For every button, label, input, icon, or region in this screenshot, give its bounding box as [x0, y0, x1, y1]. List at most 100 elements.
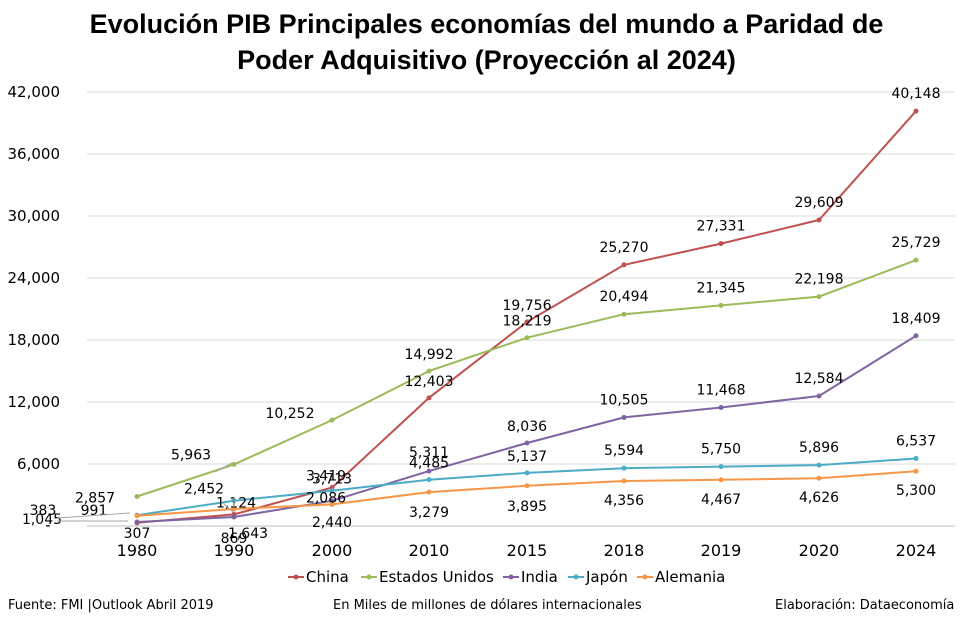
data-label: 5,300	[896, 483, 936, 499]
legend-label: Japón	[585, 568, 628, 586]
data-point	[913, 257, 919, 263]
data-label: 3,895	[507, 499, 547, 515]
data-point	[524, 470, 530, 476]
data-point	[329, 417, 335, 423]
data-label: 4,356	[604, 493, 644, 509]
x-tick-label: 2018	[604, 541, 645, 560]
x-tick-label: 2000	[312, 541, 353, 560]
y-tick-label: 36,000	[8, 145, 61, 163]
label-leader-line	[56, 512, 131, 519]
data-point	[621, 262, 627, 268]
chart-title-line-1: Evolución PIB Principales economías del …	[89, 9, 884, 39]
data-label: 3,713	[312, 472, 352, 488]
y-tick-label: 42,000	[8, 83, 61, 101]
legend-label: China	[306, 568, 349, 586]
data-label: 10,252	[266, 406, 315, 422]
data-label: 3,279	[409, 505, 449, 521]
data-point	[816, 393, 822, 399]
credit-note: Elaboración: Dataeconomía	[775, 598, 955, 613]
data-label: 6,537	[896, 433, 936, 449]
y-tick-label: 12,000	[8, 393, 61, 411]
data-point	[524, 440, 530, 446]
data-point	[718, 477, 724, 483]
data-point	[426, 395, 432, 401]
legend-marker	[366, 574, 372, 580]
data-label: 1,124	[216, 495, 256, 511]
x-tick-label: 2019	[701, 541, 742, 560]
data-point	[426, 468, 432, 474]
data-label: 869	[221, 531, 248, 547]
legend-marker	[508, 574, 514, 580]
data-label: 19,756	[503, 298, 552, 314]
data-point	[913, 108, 919, 114]
data-label: 5,896	[799, 440, 839, 456]
data-point	[426, 368, 432, 374]
y-tick-label: 6,000	[17, 455, 60, 473]
data-label: 307	[124, 526, 151, 542]
data-label: 25,270	[600, 240, 649, 256]
data-point	[329, 501, 335, 507]
data-label: 4,626	[799, 490, 839, 506]
data-point	[816, 462, 822, 468]
data-point	[621, 311, 627, 317]
data-label: 4,485	[409, 456, 449, 472]
source-note: Fuente: FMI |Outlook Abril 2019	[8, 598, 214, 613]
data-label: 20,494	[600, 289, 649, 305]
data-point	[816, 294, 822, 300]
data-labels: 307 1,124 3,713 12,403 19,756 25,270 27,331 29,…	[22, 86, 941, 547]
data-label: 5,750	[701, 442, 741, 458]
data-point	[426, 477, 432, 483]
data-label: 3,419	[306, 469, 346, 485]
data-label: 2,452	[184, 482, 224, 498]
y-tick-label: 24,000	[8, 269, 61, 287]
data-point	[718, 404, 724, 410]
legend-label: Estados Unidos	[379, 568, 494, 586]
data-point	[621, 478, 627, 484]
data-point	[231, 514, 237, 520]
data-point	[329, 488, 335, 494]
data-label: 40,148	[892, 86, 941, 102]
y-tick-label: -	[45, 516, 50, 534]
data-label: 5,963	[171, 447, 211, 463]
data-point	[426, 489, 432, 495]
data-point	[718, 302, 724, 308]
data-point	[134, 493, 140, 499]
data-point	[524, 319, 530, 325]
data-label: 12,584	[795, 371, 844, 387]
data-label: 1,045	[22, 512, 62, 528]
series-lines	[134, 108, 919, 526]
data-label: 25,729	[892, 235, 941, 251]
data-point	[329, 498, 335, 504]
x-tick-label: 1990	[214, 541, 255, 560]
data-label: 10,505	[600, 392, 649, 408]
x-tick-label: 2024	[896, 541, 937, 560]
data-label: 1,643	[228, 526, 268, 542]
chart-title-line-2: Poder Adquisitivo (Proyección al 2024)	[237, 45, 736, 75]
data-label: 18,409	[892, 311, 941, 327]
data-label: 21,345	[697, 280, 746, 296]
data-label: 11,468	[697, 382, 746, 398]
legend-label: India	[521, 568, 558, 586]
data-label: 29,609	[795, 195, 844, 211]
data-point	[718, 241, 724, 247]
chart-title: Evolución PIB Principales economías del …	[0, 6, 973, 78]
data-point	[231, 506, 237, 512]
axes: 6,000 12,000 18,000 24,000 30,000 36,000 42,00…	[8, 83, 955, 560]
data-point	[524, 483, 530, 489]
data-point	[134, 513, 140, 519]
legend-marker	[573, 574, 579, 580]
data-label: 22,198	[795, 272, 844, 288]
data-label: 383	[30, 503, 57, 519]
data-label: 27,331	[697, 219, 746, 235]
y-tick-label: 18,000	[8, 331, 61, 349]
data-point	[913, 455, 919, 461]
data-label: 12,403	[405, 374, 454, 390]
x-tick-label: 1980	[117, 541, 158, 560]
data-label: 14,992	[405, 347, 454, 363]
data-label: 5,594	[604, 443, 644, 459]
legend-label: Alemania	[655, 568, 725, 586]
data-point	[621, 414, 627, 420]
data-label: 2,857	[75, 490, 115, 506]
data-point	[621, 465, 627, 471]
